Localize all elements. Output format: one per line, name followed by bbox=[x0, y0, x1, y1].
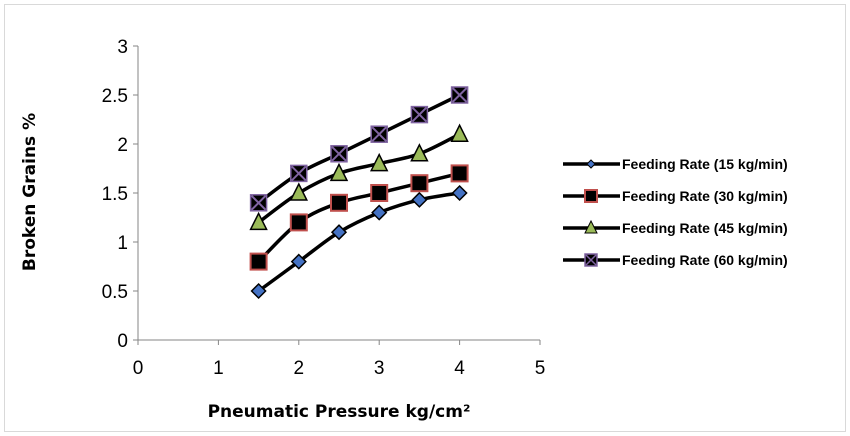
data-point bbox=[289, 182, 309, 201]
y-tick-label: 3 bbox=[117, 37, 128, 58]
data-point bbox=[451, 184, 468, 202]
x-tick-label: 1 bbox=[213, 358, 224, 379]
y-tick-label: 0 bbox=[117, 331, 128, 352]
y-tick-label: 1 bbox=[117, 233, 128, 254]
legend-label: Feeding Rate (30 kg/min) bbox=[622, 188, 788, 204]
legend-marker bbox=[584, 219, 598, 234]
x-tick-label: 3 bbox=[374, 358, 385, 379]
data-point-cross-b bbox=[331, 146, 347, 162]
data-point bbox=[410, 143, 429, 162]
legend-item: Feeding Rate (60 kg/min) bbox=[563, 252, 788, 268]
data-point bbox=[329, 162, 349, 182]
data-point bbox=[450, 86, 469, 104]
series-4 bbox=[249, 86, 469, 212]
legend: Feeding Rate (15 kg/min) Feeding Rate (30… bbox=[563, 156, 788, 268]
x-axis-title: Pneumatic Pressure kg/cm² bbox=[208, 402, 471, 422]
data-point bbox=[249, 211, 268, 231]
legend-label: Feeding Rate (60 kg/min) bbox=[622, 252, 788, 268]
data-point bbox=[330, 224, 348, 241]
data-point bbox=[250, 282, 267, 300]
x-tick-label: 0 bbox=[133, 358, 144, 379]
chart-frame bbox=[4, 4, 846, 432]
data-point-cross-b bbox=[411, 106, 428, 123]
data-point bbox=[249, 252, 268, 271]
x-tick-label: 4 bbox=[454, 358, 465, 379]
data-point bbox=[290, 253, 307, 270]
data-point bbox=[330, 145, 348, 163]
legend-label: Feeding Rate (45 kg/min) bbox=[622, 220, 788, 236]
legend-item: Feeding Rate (15 kg/min) bbox=[563, 156, 788, 172]
data-point bbox=[289, 213, 308, 232]
x-tick-label: 5 bbox=[535, 358, 546, 379]
data-point bbox=[450, 123, 469, 142]
series-2 bbox=[249, 164, 469, 271]
series-lines bbox=[249, 86, 469, 300]
data-point-cross-b bbox=[371, 126, 387, 142]
legend-item: Feeding Rate (45 kg/min) bbox=[563, 219, 788, 236]
data-point bbox=[370, 184, 389, 202]
data-point bbox=[370, 125, 388, 143]
data-point bbox=[411, 191, 428, 208]
data-point-cross-b bbox=[291, 165, 307, 182]
y-axis-title: Broken Grains % bbox=[20, 113, 40, 271]
y-tick-label: 2.5 bbox=[102, 86, 128, 107]
data-point-cross-b bbox=[451, 87, 468, 103]
y-tick-label: 1.5 bbox=[102, 184, 128, 205]
data-point-cross-b bbox=[250, 195, 267, 211]
y-tick-label: 2 bbox=[117, 135, 128, 156]
legend-marker bbox=[586, 159, 596, 169]
y-tick-label: 0.5 bbox=[102, 282, 128, 303]
legend-marker-cross-b bbox=[585, 254, 597, 266]
series-1 bbox=[250, 184, 468, 300]
data-point bbox=[410, 105, 429, 124]
data-point bbox=[249, 194, 268, 212]
data-point bbox=[369, 152, 389, 172]
legend-item: Feeding Rate (30 kg/min) bbox=[563, 188, 788, 204]
series-line bbox=[257, 191, 460, 293]
legend-marker bbox=[584, 189, 598, 203]
series-3 bbox=[249, 123, 469, 231]
axes: 0 0.5 1 1.5 2 2.5 3 0 1 2 3 4 5 bbox=[102, 37, 546, 379]
data-point bbox=[450, 164, 469, 183]
data-point bbox=[330, 193, 348, 212]
data-point bbox=[410, 174, 429, 193]
data-point bbox=[290, 164, 308, 183]
legend-label: Feeding Rate (15 kg/min) bbox=[622, 156, 788, 172]
series-line bbox=[257, 171, 461, 263]
x-tick-label: 2 bbox=[294, 358, 305, 379]
data-point bbox=[371, 204, 388, 221]
